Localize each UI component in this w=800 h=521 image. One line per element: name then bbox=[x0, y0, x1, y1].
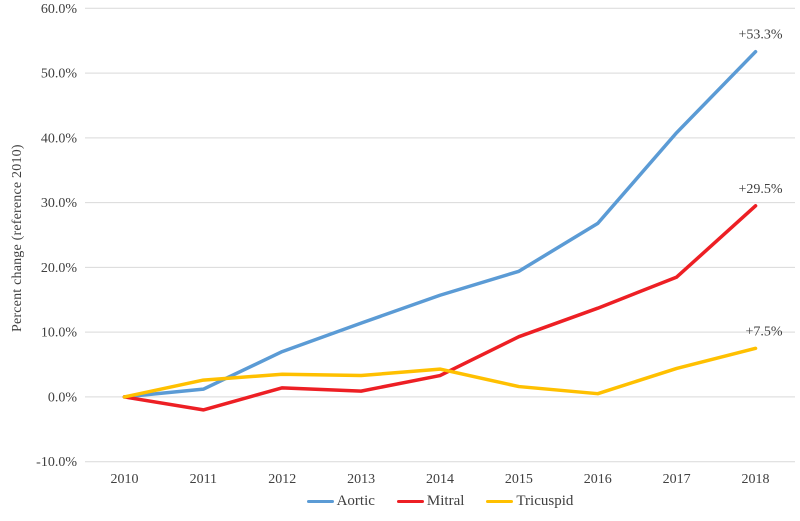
y-axis-tick-label: 10.0% bbox=[41, 326, 78, 341]
x-axis-tick-label: 2015 bbox=[505, 472, 533, 487]
legend-item-mitral: Mitral bbox=[396, 493, 465, 510]
x-axis-tick-label: 2014 bbox=[426, 472, 454, 487]
y-axis-title: Percent change (reference 2010) bbox=[10, 144, 25, 332]
x-axis-tick-label: 2010 bbox=[110, 472, 138, 487]
y-axis-tick-label: 40.0% bbox=[41, 131, 78, 146]
legend-label-aortic: Aortic bbox=[336, 493, 375, 509]
legend-label-tricuspid: Tricuspid bbox=[516, 493, 574, 509]
x-axis-tick-label: 2012 bbox=[268, 472, 296, 487]
y-axis-tick-label: 60.0% bbox=[41, 2, 78, 17]
legend-label-mitral: Mitral bbox=[426, 493, 465, 509]
x-axis-tick-label: 2018 bbox=[742, 472, 770, 487]
y-axis-tick-label: 0.0% bbox=[48, 390, 78, 405]
series-end-label-mitral: +29.5% bbox=[738, 182, 782, 197]
legend: Aortic Mitral Tricuspid bbox=[85, 493, 795, 510]
legend-swatch-aortic bbox=[306, 499, 334, 504]
series-line-mitral bbox=[122, 204, 758, 412]
legend-swatch-tricuspid bbox=[486, 499, 514, 504]
legend-swatch-mitral bbox=[396, 499, 424, 504]
y-axis-tick-label: 50.0% bbox=[41, 67, 78, 82]
series-line-aortic bbox=[122, 49, 758, 399]
legend-item-tricuspid: Tricuspid bbox=[486, 493, 573, 510]
y-axis-tick-label: -10.0% bbox=[36, 455, 77, 470]
x-axis-tick-label: 2016 bbox=[584, 472, 612, 487]
x-axis-tick-label: 2013 bbox=[347, 472, 375, 487]
x-axis-tick-label: 2017 bbox=[663, 472, 691, 487]
series-line-tricuspid bbox=[122, 346, 758, 399]
series-end-label-aortic: +53.3% bbox=[738, 28, 782, 43]
y-axis-tick-label: 20.0% bbox=[41, 261, 78, 276]
legend-item-aortic: Aortic bbox=[306, 493, 375, 510]
series-end-label-tricuspid: +7.5% bbox=[745, 324, 782, 339]
x-axis-tick-label: 2011 bbox=[190, 472, 217, 487]
y-axis-tick-label: 30.0% bbox=[41, 196, 78, 211]
